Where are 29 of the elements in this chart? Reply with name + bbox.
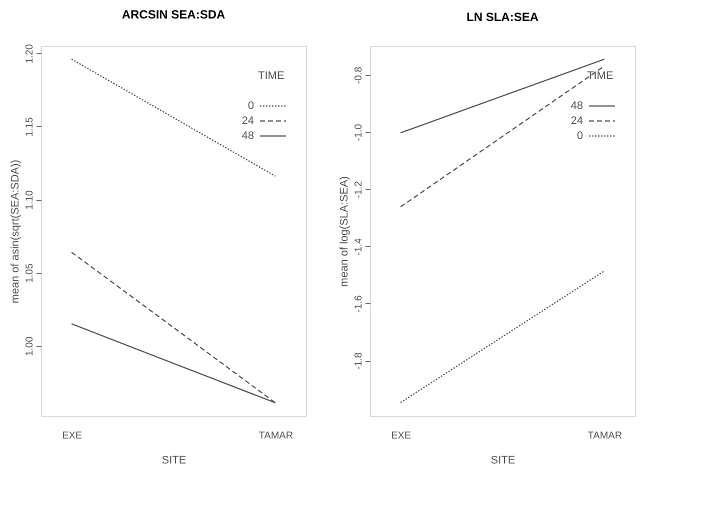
x-tick-label: TAMAR (588, 430, 622, 442)
legend-label: 48 (242, 130, 254, 142)
y-tick-label: 1.20 (24, 44, 36, 64)
legend-label: 0 (576, 130, 583, 142)
y-tick-label: -1.8 (354, 352, 364, 370)
y-tick-label: 1.05 (24, 263, 36, 283)
legend-label: 24 (242, 115, 254, 127)
legend-label: 0 (248, 100, 254, 112)
chart-title: ARCSIN SEA:SDA (122, 8, 226, 22)
legend-title: TIME (587, 70, 614, 82)
y-tick-label: -0.8 (354, 66, 364, 84)
legend-label: 24 (570, 115, 583, 127)
x-tick-label: EXE (62, 430, 82, 442)
x-tick-label: TAMAR (258, 430, 294, 442)
y-tick-label: -1.2 (354, 180, 364, 198)
x-axis-title: SITE (162, 454, 186, 466)
legend-title: TIME (258, 70, 284, 82)
y-tick-label: 1.00 (24, 336, 36, 356)
y-tick-label: -1.0 (354, 123, 364, 142)
y-tick-label: -1.4 (354, 238, 364, 256)
y-tick-label: 1.10 (24, 190, 36, 210)
y-axis-title: mean of asin(sqrt(SEA:SDA)) (10, 160, 22, 304)
y-axis-title: mean of log(SLA:SEA) (338, 176, 350, 287)
x-axis-title: SITE (490, 454, 516, 466)
x-tick-label: EXE (391, 430, 412, 442)
legend-label: 48 (570, 100, 583, 112)
y-tick-label: 1.15 (24, 116, 36, 137)
chart-title: LN SLA:SEA (466, 10, 539, 24)
y-tick-label: -1.6 (354, 294, 364, 313)
